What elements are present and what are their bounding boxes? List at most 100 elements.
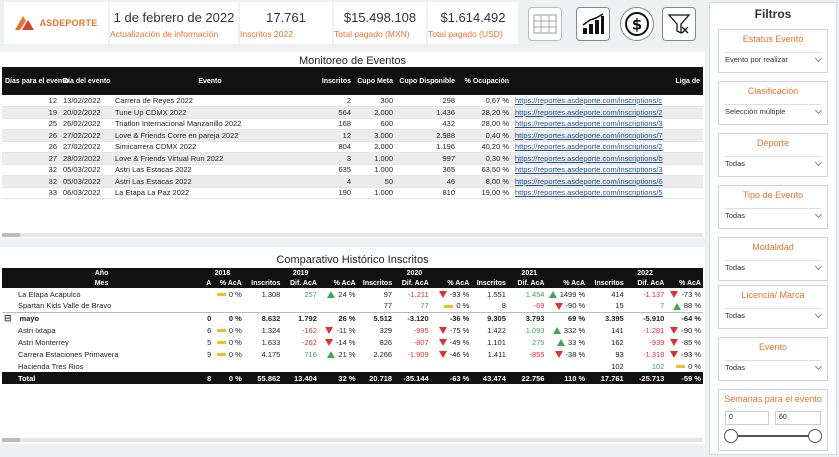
table-row[interactable]: Astri Ixtapa 6 0 % 1.324 -162 -11 % 329 -995 -75…	[2, 324, 703, 336]
col-header[interactable]: % AcA	[318, 278, 358, 288]
col-header[interactable]: Inscritos	[243, 278, 283, 288]
table-row[interactable]: Astri Monterrey 5 0 % 1.633 -262 -14 % 826 -807…	[2, 336, 703, 348]
event-link[interactable]: https://reportes.asdeporte.com/inscripti…	[515, 96, 663, 105]
table-row[interactable]: 25 26/02/2022 Triatlon Internacional Manza…	[2, 118, 703, 130]
col-header[interactable]: A	[201, 278, 214, 288]
table-row[interactable]: 19 20/02/2022 Tune Up CDMX 2022 564 2.000 1.4…	[2, 106, 703, 119]
table-cell: 3.395	[587, 311, 626, 324]
table-cell: 564	[308, 106, 354, 119]
table-cell: 19	[2, 106, 60, 119]
table-row[interactable]: 33 06/03/2022 La Etapa La Paz 2022 190 1.000…	[2, 187, 703, 199]
col-header[interactable]: Liga de	[512, 67, 703, 95]
filter-slicer: Evento Todas	[718, 337, 828, 381]
weeks-min-input[interactable]: 0	[725, 411, 769, 425]
weeks-max-input[interactable]: 60	[775, 411, 821, 425]
events-scrollbar[interactable]	[2, 233, 703, 237]
filter-dropdown[interactable]: Todas	[725, 260, 823, 274]
col-header[interactable]: Dif. AcA	[507, 278, 547, 288]
col-header[interactable]: % AcA	[213, 278, 244, 288]
table-view-button[interactable]	[528, 7, 562, 41]
table-cell: 28/02/2022	[60, 152, 112, 165]
table-row[interactable]: Spartan Kids Valle de Bravo 77 77 0 % 8 -69 -9…	[2, 300, 703, 312]
col-header[interactable]: Inscritos	[587, 278, 626, 288]
arrow-down-icon	[325, 327, 334, 335]
col-header[interactable]: % AcA	[546, 278, 588, 288]
col-header[interactable]: Cupo Meta	[354, 67, 396, 95]
table-cell: 275	[531, 337, 545, 347]
table-cell: 32	[2, 175, 60, 188]
filter-dropdown[interactable]: Selección múltiple	[725, 104, 823, 118]
event-link[interactable]: https://reportes.asdeporte.com/inscripti…	[515, 119, 663, 129]
table-row[interactable]: 32 05/03/2022 Astri Las Estacas 2022 635 1.0…	[2, 164, 703, 176]
table-cell: 20.718	[357, 372, 395, 384]
table-row[interactable]: 26 27/02/2022 Love & Friends Corre en pare…	[2, 129, 703, 142]
chart-view-button[interactable]	[576, 7, 610, 41]
arrow-down-icon	[438, 327, 447, 335]
history-scrollbar[interactable]	[2, 438, 703, 442]
currency-button[interactable]: $	[620, 7, 654, 41]
table-row[interactable]: 26 27/02/2022 Simicarrera CDMX 2022 804 2.00…	[2, 141, 703, 153]
filter-dropdown[interactable]: Todas	[725, 360, 823, 374]
event-link[interactable]: https://reportes.asdeporte.com/inscripti…	[515, 153, 663, 163]
filter-dropdown[interactable]: Todas	[725, 208, 823, 222]
col-header[interactable]: Inscritos	[308, 67, 354, 95]
table-row[interactable]: 32 05/03/2022 Astri Las Estacas 2022 4 50 46 8…	[2, 175, 703, 188]
col-header[interactable]: Dif. AcA	[282, 278, 319, 288]
month-group-row[interactable]: ⊟ mayo 0 0 % 8.632 1.792 26 % 5.512 -3.120 -36 % 9…	[2, 311, 703, 324]
year-header[interactable]: 2020	[357, 268, 472, 278]
table-cell: 110 %	[546, 372, 588, 384]
row-name: Spartan Kids Valle de Bravo	[18, 301, 112, 311]
col-header[interactable]: Dif. AcA	[625, 278, 667, 288]
table-cell: 432	[396, 118, 458, 130]
table-cell	[319, 360, 358, 372]
clear-filters-button[interactable]	[662, 7, 696, 41]
arrow-down-icon	[670, 351, 679, 359]
filter-dropdown[interactable]: Todas	[725, 308, 823, 322]
filter-dropdown[interactable]: Todas	[725, 156, 823, 170]
svg-text:$: $	[632, 16, 642, 34]
table-row[interactable]: 12 13/02/2022 Carrera de Reyes 2022 2 300 298…	[2, 95, 703, 107]
filter-value: Todas	[725, 311, 746, 320]
event-link[interactable]: https://reportes.asdeporte.com/inscripti…	[515, 107, 663, 117]
col-header[interactable]: Evento	[112, 67, 308, 95]
year-header[interactable]: 2019	[243, 268, 358, 278]
event-link[interactable]: https://reportes.asdeporte.com/inscripti…	[515, 176, 663, 186]
col-header[interactable]: Inscritos	[471, 278, 508, 288]
col-header[interactable]: Día del evento	[60, 67, 112, 95]
kpi-value: 17.761	[266, 10, 306, 25]
table-row[interactable]: Hacienda Tres Rios 102 102 0 %	[2, 360, 703, 372]
col-header[interactable]: Dif. AcA	[394, 278, 431, 288]
row-label: Hacienda Tres Rios	[2, 360, 201, 372]
mes-header[interactable]: Mes	[2, 278, 202, 288]
table-row[interactable]: La Etapa Acapulco 0 % 1.308 257 24 % 97 -1.211…	[2, 288, 703, 300]
kpi-total-mxn: $15.498.108 Total pagado (MXN)	[334, 2, 426, 44]
weeks-slider-max-handle[interactable]	[808, 429, 822, 443]
col-header[interactable]: Inscritos	[357, 278, 395, 288]
collapse-icon[interactable]: ⊟	[4, 312, 12, 323]
year-header[interactable]: 2021	[471, 268, 588, 278]
event-link[interactable]: https://reportes.asdeporte.com/inscripti…	[515, 130, 663, 140]
event-link[interactable]: https://reportes.asdeporte.com/inscripti…	[515, 142, 663, 152]
neutral-bar-icon	[216, 341, 226, 345]
year-header[interactable]: 2022	[587, 268, 703, 278]
year-header[interactable]: 2018	[201, 268, 244, 278]
table-cell: 1.436	[396, 106, 458, 119]
table-cell: 27/02/2022	[60, 141, 112, 153]
table-row[interactable]: Carrera Estaciones Primavera 9 0 % 4.175 716…	[2, 348, 703, 360]
kpi-value: 1 de febrero de 2022	[113, 10, 235, 25]
table-cell: 21 %	[319, 348, 358, 360]
weeks-slider-min-handle[interactable]	[724, 429, 738, 443]
event-link[interactable]: https://reportes.asdeporte.com/inscripti…	[515, 165, 663, 175]
col-header[interactable]: % AcA	[430, 278, 472, 288]
col-header[interactable]: Cupo Disponible	[396, 67, 458, 95]
filter-label: Clasificación	[747, 86, 799, 96]
table-cell: 8	[201, 372, 214, 384]
col-header[interactable]: Días para el evento	[2, 67, 69, 95]
filter-dropdown[interactable]: Evento por realizar	[725, 52, 823, 66]
chevron-down-icon	[814, 54, 823, 62]
event-link[interactable]: https://reportes.asdeporte.com/inscripti…	[515, 188, 663, 198]
table-row[interactable]: 27 28/02/2022 Love & Friends Virtual Run 2…	[2, 152, 703, 165]
col-header[interactable]: % Ocupación	[458, 67, 512, 95]
col-header[interactable]: % AcA	[666, 278, 703, 288]
total-row[interactable]: Total 8 0 % 55.862 13.404 32 % 20.718 -35.144 -6…	[2, 372, 703, 384]
